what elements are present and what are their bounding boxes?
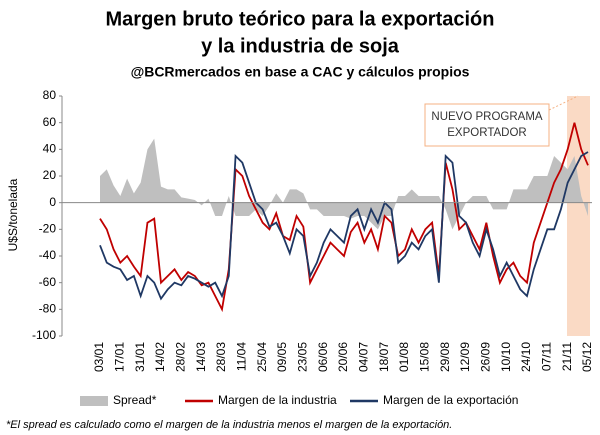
annotation: NUEVO PROGRAMA bbox=[431, 111, 543, 123]
x-tick-label: 29/08 bbox=[438, 342, 452, 372]
y-tick-label: -80 bbox=[39, 302, 57, 316]
x-tick-label: 15/08 bbox=[418, 342, 432, 372]
y-tick-label: -20 bbox=[39, 222, 57, 236]
x-tick-label: 04/07 bbox=[357, 342, 371, 372]
x-tick-label: 14/02 bbox=[153, 342, 167, 372]
x-tick-label: 07/11 bbox=[540, 342, 554, 371]
x-tick-label: 03/01 bbox=[92, 342, 106, 372]
x-tick-label: 09/05 bbox=[275, 342, 289, 372]
x-tick-label: 14/03 bbox=[194, 342, 208, 372]
x-tick-label: 06/06 bbox=[316, 342, 330, 372]
x-tick-label: 12/09 bbox=[458, 342, 472, 372]
line bbox=[99, 122, 589, 313]
x-tick-label: 31/01 bbox=[133, 342, 147, 372]
legend-swatch bbox=[80, 396, 108, 406]
footnote: *El spread es calculado como el margen d… bbox=[6, 419, 452, 431]
y-tick-label: 80 bbox=[43, 88, 57, 102]
legend-label: Spread* bbox=[113, 393, 157, 407]
line bbox=[99, 151, 589, 301]
x-tick-label: 01/08 bbox=[397, 342, 411, 372]
highlight-region bbox=[567, 96, 590, 336]
x-tick-label: 18/07 bbox=[377, 342, 391, 372]
spread-area bbox=[100, 138, 588, 230]
y-axis-label: U$S/tonelada bbox=[6, 178, 20, 251]
x-tick-label: 23/05 bbox=[296, 342, 310, 372]
annotation-arrow bbox=[548, 95, 579, 111]
chart-subtitle: @BCRmercados en base a CAC y cálculos pr… bbox=[131, 64, 470, 80]
x-tick-label: 28/02 bbox=[174, 342, 188, 372]
x-tick-label: 10/10 bbox=[499, 342, 513, 372]
x-tick-label: 21/11 bbox=[560, 342, 574, 371]
annotation: EXPORTADOR bbox=[447, 127, 526, 139]
chart-title: y la industria de soja bbox=[201, 35, 400, 57]
x-tick-label: 20/06 bbox=[336, 342, 350, 372]
chart-title: Margen bruto teórico para la exportación bbox=[106, 8, 495, 30]
x-tick-label: 05/12 bbox=[580, 342, 594, 372]
y-tick-label: 0 bbox=[49, 195, 56, 209]
y-tick-label: -60 bbox=[39, 275, 57, 289]
y-tick-label: 40 bbox=[43, 142, 57, 156]
y-tick-label: -100 bbox=[32, 328, 56, 342]
y-tick-label: 20 bbox=[43, 168, 57, 182]
y-tick-label: -40 bbox=[39, 248, 57, 262]
legend-label: Margen de la industria bbox=[218, 393, 337, 407]
annotation-box bbox=[424, 103, 550, 147]
x-tick-label: 25/04 bbox=[255, 342, 269, 372]
x-tick-label: 28/03 bbox=[214, 342, 228, 372]
x-tick-label: 24/10 bbox=[519, 342, 533, 372]
y-tick-label: 60 bbox=[43, 115, 57, 129]
x-tick-label: 26/09 bbox=[479, 342, 493, 372]
legend-label: Margen de la exportación bbox=[383, 393, 518, 407]
x-tick-label: 17/01 bbox=[113, 342, 127, 372]
x-tick-label: 11/04 bbox=[235, 342, 249, 371]
